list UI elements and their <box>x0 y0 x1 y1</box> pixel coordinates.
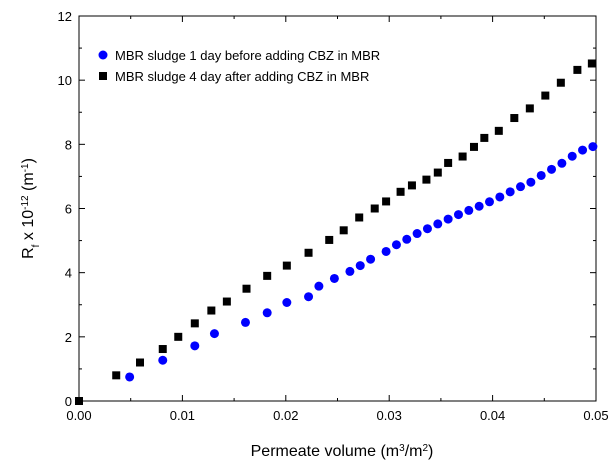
data-point-square <box>174 332 183 341</box>
y-tick-label: 10 <box>58 73 72 88</box>
data-point-square <box>407 181 416 190</box>
data-point-square <box>158 345 167 354</box>
data-point-square <box>304 248 313 257</box>
data-point-circle <box>453 210 463 220</box>
data-point-square <box>282 261 291 270</box>
x-tick-label: 0.01 <box>170 408 195 423</box>
data-point-square <box>355 213 364 222</box>
data-point-square <box>242 284 251 293</box>
y-tick-label: 4 <box>65 266 72 281</box>
data-point-square <box>207 306 216 315</box>
data-point-circle <box>262 308 272 318</box>
legend-label: MBR sludge 1 day before adding CBZ in MB… <box>115 48 380 63</box>
data-point-circle <box>422 224 432 234</box>
data-point-square <box>510 114 519 123</box>
data-point-square <box>396 187 405 196</box>
data-point-square <box>339 226 348 235</box>
data-point-circle <box>355 261 365 271</box>
data-point-square <box>587 59 596 68</box>
data-point-square <box>263 271 272 280</box>
data-point-square <box>541 91 550 100</box>
data-point-square <box>112 371 121 380</box>
data-point-square <box>190 319 199 328</box>
ticks: 0.00 0.01 0.02 0.03 0.04 0.05 0 2 4 6 8 10 12 <box>58 9 609 423</box>
data-point-circle <box>433 219 443 229</box>
data-point-circle <box>526 177 536 187</box>
x-axis-label: Permeate volume (m3/m2) <box>251 443 434 461</box>
data-point-circle <box>547 164 557 174</box>
y-tick-label: 0 <box>65 394 72 409</box>
data-point-square <box>573 65 582 74</box>
data-point-circle <box>366 254 376 264</box>
x-tick-label: 0.04 <box>480 408 505 423</box>
y-tick-label: 12 <box>58 9 72 24</box>
data-point-square <box>422 175 431 184</box>
data-point-circle <box>567 151 577 161</box>
y-axis-label: Rf x 10-12 (m-1) <box>20 158 42 259</box>
data-points <box>75 59 598 405</box>
legend-marker-circle <box>98 50 108 60</box>
data-point-square <box>382 197 391 206</box>
data-point-square <box>444 158 453 167</box>
data-point-square <box>458 152 467 161</box>
data-point-circle <box>557 158 567 168</box>
data-point-circle <box>474 201 484 211</box>
data-point-circle <box>190 341 200 351</box>
legend: MBR sludge 1 day before adding CBZ in MB… <box>98 48 380 84</box>
data-point-circle <box>464 205 474 215</box>
legend-marker-square <box>99 72 107 80</box>
data-point-square <box>325 235 334 244</box>
data-point-square <box>525 104 534 113</box>
data-point-square <box>75 397 83 405</box>
data-point-circle <box>209 329 219 339</box>
data-point-circle <box>282 298 292 308</box>
data-point-circle <box>578 145 588 155</box>
data-point-circle <box>314 281 324 291</box>
data-point-square <box>494 126 503 135</box>
legend-label: MBR sludge 4 day after adding CBZ in MBR <box>115 69 369 84</box>
data-point-square <box>222 297 231 306</box>
x-tick-label: 0.03 <box>377 408 402 423</box>
data-point-circle <box>304 292 314 302</box>
data-point-square <box>556 78 565 87</box>
data-point-circle <box>443 214 453 224</box>
data-point-circle <box>391 240 401 250</box>
y-tick-label: 8 <box>65 137 72 152</box>
data-point-circle <box>158 355 168 365</box>
data-point-circle <box>495 192 505 202</box>
data-point-circle <box>240 317 250 327</box>
data-point-square <box>433 168 442 177</box>
data-point-circle <box>536 170 546 180</box>
data-point-square <box>370 204 379 213</box>
data-point-square <box>480 133 489 142</box>
x-tick-label: 0.02 <box>273 408 298 423</box>
data-point-circle <box>402 234 412 244</box>
data-point-circle <box>505 187 515 197</box>
data-point-circle <box>345 266 355 276</box>
data-point-circle <box>329 273 339 283</box>
data-point-circle <box>381 246 391 256</box>
x-tick-label: 0.00 <box>66 408 91 423</box>
data-point-square <box>136 358 145 367</box>
data-point-circle <box>125 372 135 382</box>
data-point-circle <box>412 229 422 239</box>
data-point-square <box>469 142 478 151</box>
y-tick-label: 2 <box>65 330 72 345</box>
x-tick-label: 0.05 <box>583 408 608 423</box>
data-point-circle <box>588 142 598 152</box>
y-tick-label: 6 <box>65 202 72 217</box>
data-point-circle <box>516 182 526 192</box>
data-point-circle <box>484 197 494 207</box>
